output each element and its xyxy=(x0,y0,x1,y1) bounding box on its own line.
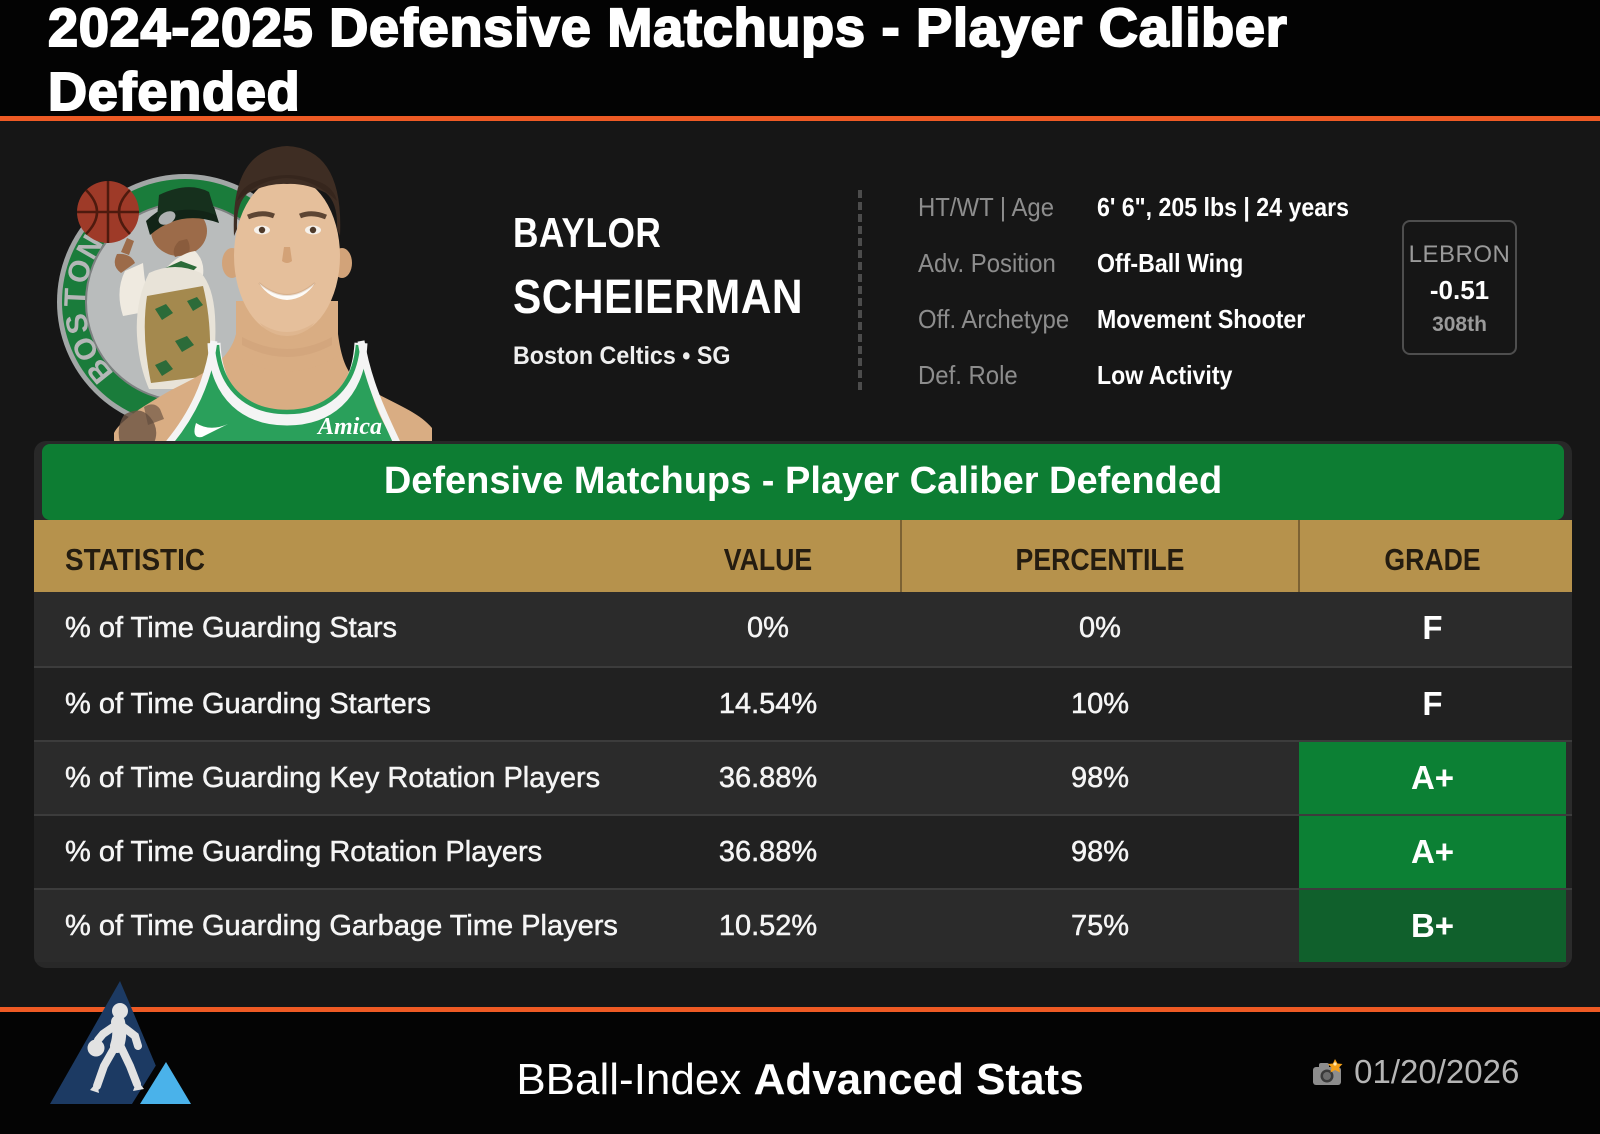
svg-text:T: T xyxy=(59,288,93,308)
svg-text:Amica: Amica xyxy=(316,414,382,440)
